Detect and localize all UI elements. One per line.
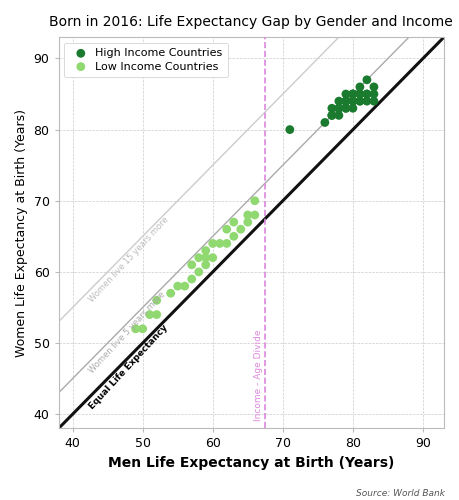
Low Income Countries: [153, 296, 160, 304]
High Income Countries: [349, 90, 357, 98]
High Income Countries: [356, 83, 364, 91]
High Income Countries: [335, 97, 342, 105]
High Income Countries: [370, 90, 378, 98]
Text: Women live 5 years more: Women live 5 years more: [87, 290, 167, 375]
Low Income Countries: [146, 310, 153, 318]
Low Income Countries: [188, 261, 196, 269]
High Income Countries: [349, 97, 357, 105]
Y-axis label: Women Life Expectancy at Birth (Years): Women Life Expectancy at Birth (Years): [15, 109, 28, 357]
Text: Equal Life Expectancy: Equal Life Expectancy: [87, 322, 169, 410]
High Income Countries: [342, 97, 350, 105]
High Income Countries: [356, 97, 364, 105]
Low Income Countries: [188, 275, 196, 283]
High Income Countries: [335, 104, 342, 112]
High Income Countries: [342, 104, 350, 112]
High Income Countries: [342, 97, 350, 105]
Low Income Countries: [230, 218, 237, 226]
High Income Countries: [356, 97, 364, 105]
Legend: High Income Countries, Low Income Countries: High Income Countries, Low Income Countr…: [64, 42, 228, 77]
X-axis label: Men Life Expectancy at Birth (Years): Men Life Expectancy at Birth (Years): [108, 456, 394, 470]
High Income Countries: [363, 76, 370, 84]
Low Income Countries: [230, 232, 237, 240]
High Income Countries: [363, 90, 370, 98]
High Income Countries: [328, 104, 336, 112]
High Income Countries: [349, 90, 357, 98]
Low Income Countries: [132, 325, 140, 333]
Title: Born in 2016: Life Expectancy Gap by Gender and Income: Born in 2016: Life Expectancy Gap by Gen…: [50, 15, 453, 29]
High Income Countries: [328, 112, 336, 120]
Low Income Countries: [223, 225, 230, 233]
High Income Countries: [370, 97, 378, 105]
High Income Countries: [370, 83, 378, 91]
Low Income Countries: [251, 211, 258, 219]
Low Income Countries: [209, 240, 217, 248]
High Income Countries: [356, 90, 364, 98]
Low Income Countries: [223, 240, 230, 248]
Low Income Countries: [216, 240, 224, 248]
Text: Women live 15 years more: Women live 15 years more: [87, 215, 170, 304]
Low Income Countries: [195, 254, 202, 262]
Low Income Countries: [174, 282, 181, 290]
Low Income Countries: [202, 246, 209, 254]
High Income Countries: [363, 97, 370, 105]
High Income Countries: [342, 97, 350, 105]
High Income Countries: [321, 118, 329, 126]
Low Income Countries: [139, 325, 146, 333]
Low Income Countries: [251, 196, 258, 204]
Low Income Countries: [202, 261, 209, 269]
Text: Source: World Bank: Source: World Bank: [356, 488, 445, 498]
High Income Countries: [349, 90, 357, 98]
High Income Countries: [335, 112, 342, 120]
Low Income Countries: [153, 310, 160, 318]
High Income Countries: [342, 104, 350, 112]
Low Income Countries: [195, 268, 202, 276]
High Income Countries: [328, 112, 336, 120]
Text: Income - Age Divide: Income - Age Divide: [254, 330, 263, 422]
High Income Countries: [286, 126, 293, 134]
High Income Countries: [342, 90, 350, 98]
High Income Countries: [356, 90, 364, 98]
Low Income Countries: [237, 225, 245, 233]
High Income Countries: [349, 104, 357, 112]
Low Income Countries: [209, 254, 217, 262]
High Income Countries: [363, 90, 370, 98]
Low Income Countries: [167, 289, 174, 297]
Low Income Countries: [244, 211, 252, 219]
Low Income Countries: [202, 254, 209, 262]
Low Income Countries: [244, 218, 252, 226]
High Income Countries: [335, 104, 342, 112]
Low Income Countries: [181, 282, 188, 290]
High Income Countries: [349, 97, 357, 105]
